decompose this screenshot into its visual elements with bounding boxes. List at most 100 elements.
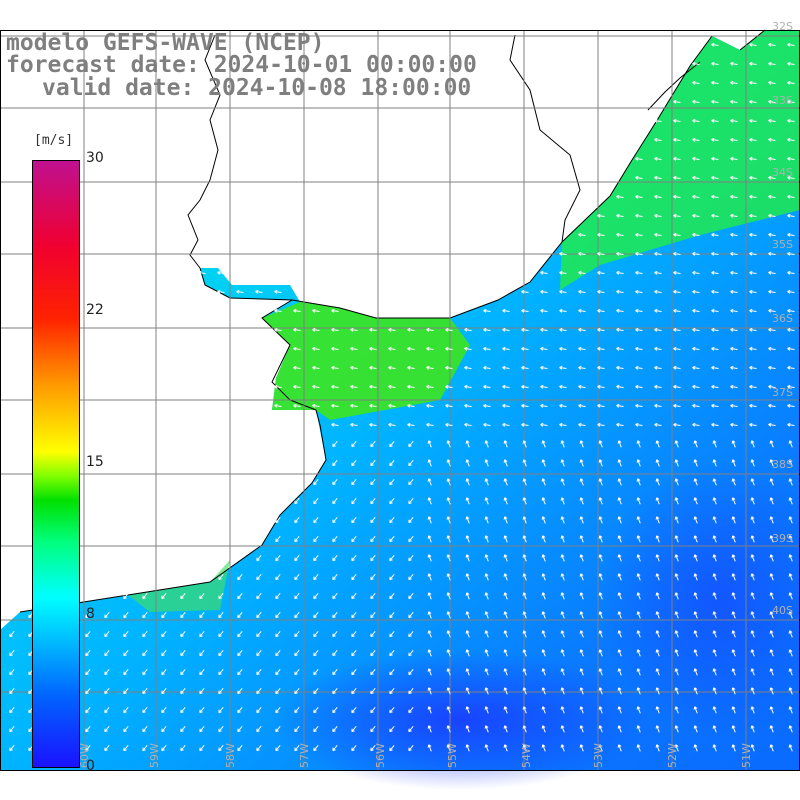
wind-arrow	[655, 687, 660, 695]
wind-arrow	[237, 725, 243, 733]
wind-arrow	[389, 687, 395, 695]
wind-arrow	[617, 592, 622, 600]
wind-arrow	[616, 422, 624, 427]
wind-arrow	[636, 516, 641, 524]
wind-arrow	[521, 422, 529, 427]
wind-arrow	[692, 422, 700, 427]
wind-arrow	[617, 706, 622, 714]
wind-arrow	[559, 384, 567, 389]
colorbar-tick: 15	[86, 454, 104, 470]
wind-arrow	[541, 649, 546, 657]
wind-arrow	[446, 630, 451, 638]
wind-arrow	[692, 365, 700, 370]
wind-arrow	[541, 535, 546, 543]
wind-arrow	[730, 194, 738, 199]
wind-arrow	[502, 384, 510, 389]
wind-arrow	[427, 497, 432, 505]
wind-arrow	[85, 725, 91, 733]
wind-arrow	[768, 232, 776, 237]
wind-arrow	[654, 194, 662, 199]
wind-arrow	[692, 175, 700, 180]
wind-arrow	[693, 459, 698, 467]
wind-arrow	[199, 592, 205, 600]
wind-arrow	[693, 554, 698, 562]
wind-arrow	[788, 497, 793, 505]
wind-arrow	[712, 573, 717, 581]
wind-arrow	[9, 630, 15, 638]
wind-arrow	[655, 554, 660, 562]
wind-arrow	[522, 459, 527, 467]
wind-arrow	[332, 592, 338, 600]
lon-label: 55W	[446, 743, 459, 768]
wind-arrow	[503, 649, 508, 657]
wind-arrow	[693, 573, 698, 581]
wind-arrow	[332, 649, 338, 657]
wind-arrow	[731, 668, 736, 676]
wind-arrow	[332, 573, 338, 581]
wind-arrow	[256, 725, 262, 733]
wind-arrow	[218, 611, 224, 619]
wind-arrow	[635, 365, 643, 370]
wind-arrow	[674, 687, 679, 695]
wind-arrow	[692, 308, 700, 313]
wind-arrow	[541, 478, 546, 486]
wind-arrow	[750, 725, 755, 733]
wind-arrow	[275, 516, 281, 524]
wind-arrow	[617, 668, 622, 676]
wind-arrow	[370, 687, 376, 695]
wind-arrow	[484, 630, 489, 638]
wind-arrow	[769, 478, 774, 486]
wind-arrow	[750, 706, 755, 714]
wind-arrow	[731, 554, 736, 562]
wind-arrow	[768, 289, 776, 294]
wind-arrow	[294, 630, 300, 638]
wind-arrow	[750, 611, 755, 619]
wind-arrow	[749, 403, 757, 408]
wind-arrow	[692, 194, 700, 199]
wind-arrow	[407, 403, 415, 408]
wind-arrow	[730, 137, 738, 142]
wind-arrow	[408, 611, 414, 619]
wind-arrow	[730, 289, 738, 294]
wind-arrow	[237, 630, 243, 638]
wind-arrow	[426, 403, 434, 408]
wind-arrow	[787, 232, 795, 237]
wind-arrow	[123, 668, 129, 676]
wind-arrow	[465, 611, 470, 619]
wind-arrow	[636, 649, 641, 657]
wind-arrow	[597, 289, 605, 294]
wind-arrow	[503, 706, 508, 714]
wind-arrow	[674, 611, 679, 619]
wind-arrow	[597, 365, 605, 370]
wind-arrow	[427, 535, 432, 543]
wind-arrow	[541, 744, 546, 752]
wind-arrow	[712, 592, 717, 600]
wind-arrow	[408, 725, 414, 733]
wind-arrow	[654, 289, 662, 294]
wind-arrow	[465, 744, 470, 752]
lat-label: 39S	[772, 532, 793, 545]
wind-arrow	[332, 459, 338, 467]
wind-arrow	[731, 535, 736, 543]
wind-arrow	[635, 308, 643, 313]
wind-arrow	[503, 497, 508, 505]
wind-arrow	[788, 592, 793, 600]
wind-arrow	[559, 270, 567, 275]
wind-arrow	[522, 592, 527, 600]
wind-arrow	[617, 497, 622, 505]
wind-arrow	[693, 725, 698, 733]
wind-arrow	[522, 687, 527, 695]
wind-arrow	[578, 270, 586, 275]
wind-arrow	[351, 497, 357, 505]
wind-arrow	[597, 327, 605, 332]
wind-arrow	[674, 630, 679, 638]
wind-arrow	[579, 478, 584, 486]
wind-arrow	[541, 706, 546, 714]
wind-arrow	[560, 459, 565, 467]
wind-arrow	[655, 725, 660, 733]
wind-arrow	[218, 706, 224, 714]
wind-arrow	[711, 213, 719, 218]
wind-arrow	[635, 194, 643, 199]
wind-arrow	[769, 573, 774, 581]
